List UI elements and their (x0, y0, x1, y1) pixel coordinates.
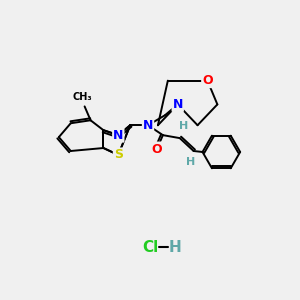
Text: O: O (202, 74, 213, 87)
Text: H: H (186, 157, 195, 167)
Text: N: N (172, 98, 183, 111)
Text: N: N (143, 119, 153, 132)
Text: S: S (114, 148, 123, 161)
Text: H: H (168, 240, 181, 255)
Text: N: N (113, 129, 124, 142)
Text: O: O (152, 142, 162, 155)
Text: CH₃: CH₃ (73, 92, 92, 102)
Text: Cl: Cl (142, 240, 158, 255)
Text: H: H (179, 121, 188, 131)
